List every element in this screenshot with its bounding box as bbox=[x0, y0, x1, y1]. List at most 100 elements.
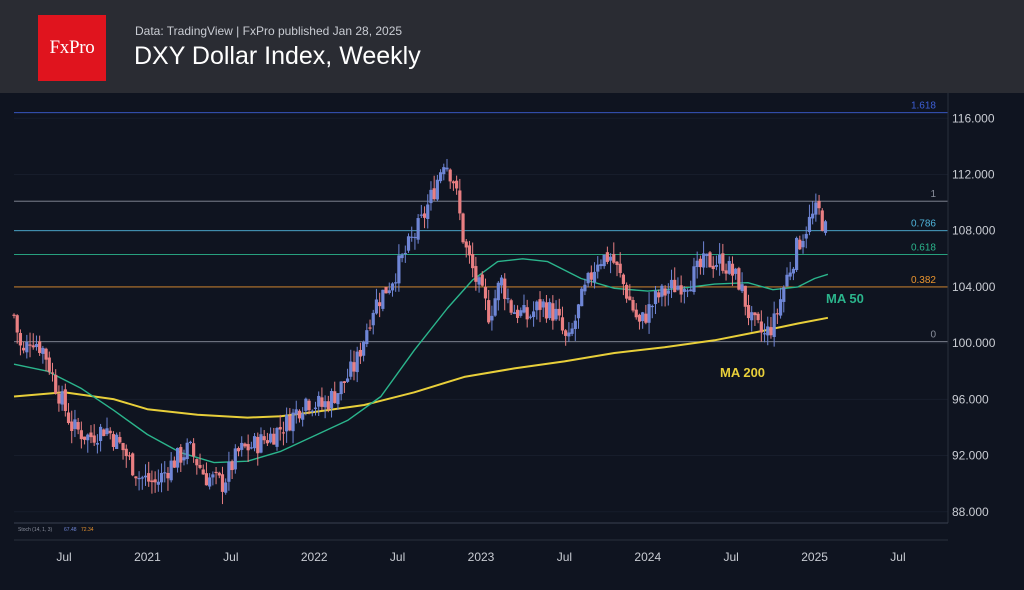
candle bbox=[310, 409, 314, 417]
candle bbox=[570, 322, 574, 337]
candle bbox=[730, 256, 735, 286]
candle bbox=[653, 285, 658, 315]
candle-body bbox=[746, 305, 751, 319]
candle bbox=[262, 430, 266, 445]
candle bbox=[208, 473, 212, 490]
candle-body bbox=[750, 312, 754, 321]
candle-body bbox=[641, 312, 645, 322]
time-tick-label: 2021 bbox=[134, 550, 161, 564]
candle bbox=[265, 432, 269, 447]
candle-body bbox=[724, 270, 728, 274]
candle-body bbox=[596, 264, 600, 272]
candle-body bbox=[666, 290, 670, 294]
candle bbox=[538, 291, 542, 323]
candle-body bbox=[82, 436, 87, 440]
candle bbox=[159, 463, 164, 493]
price-tick-label: 96.000 bbox=[952, 392, 989, 406]
candle-body bbox=[554, 308, 558, 320]
candle bbox=[573, 314, 577, 341]
candle-body bbox=[782, 287, 786, 302]
candle-body bbox=[246, 444, 250, 451]
candle bbox=[734, 267, 738, 280]
candle-body bbox=[551, 303, 555, 321]
candle bbox=[426, 194, 430, 229]
candle-body bbox=[310, 410, 314, 412]
candle bbox=[589, 265, 593, 286]
candle-body bbox=[143, 475, 148, 478]
candle bbox=[92, 424, 96, 447]
candle-body bbox=[105, 428, 109, 435]
candle-body bbox=[281, 432, 286, 434]
candle bbox=[272, 427, 276, 445]
candle bbox=[381, 289, 385, 312]
candle-body bbox=[564, 330, 568, 336]
candle-body bbox=[676, 285, 680, 290]
time-tick-label: 2025 bbox=[801, 550, 828, 564]
candle bbox=[313, 401, 318, 416]
ma50-line bbox=[13, 258, 829, 464]
candle bbox=[483, 278, 488, 311]
candle-body bbox=[589, 272, 593, 280]
candle bbox=[496, 281, 500, 311]
candle-body bbox=[220, 474, 225, 492]
candle-body bbox=[406, 236, 411, 251]
candle-body bbox=[288, 415, 292, 431]
candle bbox=[137, 471, 141, 491]
candle bbox=[791, 266, 796, 281]
candle-body bbox=[371, 312, 375, 326]
candle-body bbox=[416, 218, 420, 240]
candles bbox=[12, 158, 828, 505]
candle bbox=[718, 243, 722, 276]
candle bbox=[528, 314, 532, 320]
candle-body bbox=[378, 302, 382, 307]
candle-body bbox=[307, 400, 311, 411]
candle-body bbox=[368, 327, 372, 329]
candle-body bbox=[275, 427, 279, 447]
candle-body bbox=[214, 471, 218, 474]
candle-body bbox=[297, 410, 302, 419]
candle bbox=[50, 362, 55, 382]
candle bbox=[778, 287, 783, 319]
candle bbox=[532, 301, 536, 327]
price-tick-label: 108.000 bbox=[952, 224, 996, 238]
candle bbox=[326, 395, 330, 413]
candle-body bbox=[432, 188, 436, 200]
candle-body bbox=[15, 315, 19, 333]
candle bbox=[47, 351, 51, 375]
candle-body bbox=[243, 443, 247, 447]
candle bbox=[111, 431, 116, 451]
candle bbox=[615, 261, 619, 277]
candle bbox=[403, 245, 407, 263]
candle bbox=[57, 385, 61, 412]
candle-body bbox=[621, 274, 626, 285]
candle bbox=[451, 180, 456, 191]
candle-body bbox=[608, 256, 613, 261]
price-tick-label: 116.000 bbox=[952, 111, 995, 125]
candle bbox=[737, 266, 741, 291]
candle bbox=[307, 398, 311, 415]
candle bbox=[140, 475, 144, 490]
stoch-value-d: 72.34 bbox=[81, 527, 94, 533]
candle-body bbox=[137, 477, 141, 480]
candle-body bbox=[31, 345, 35, 348]
candle-body bbox=[455, 180, 459, 189]
chart-svg: 116.000 112.000 108.000 104.000 100.000 96.00… bbox=[0, 93, 1024, 585]
fib-label: 0 bbox=[930, 330, 936, 341]
candle-body bbox=[240, 442, 244, 450]
candle bbox=[795, 236, 799, 273]
chart-background bbox=[0, 93, 1024, 585]
candle bbox=[294, 400, 298, 424]
candle bbox=[522, 294, 526, 314]
candle-body bbox=[541, 301, 545, 308]
candle-body bbox=[772, 313, 776, 337]
candle-body bbox=[734, 268, 738, 274]
candle bbox=[641, 311, 645, 329]
candle bbox=[371, 309, 375, 335]
candle-body bbox=[390, 283, 395, 291]
header-bar: FxPro Data: TradingView | FxPro publishe… bbox=[0, 0, 1024, 93]
candle bbox=[400, 253, 404, 263]
candle bbox=[163, 461, 167, 483]
candle bbox=[301, 407, 305, 427]
candle-body bbox=[336, 393, 340, 405]
candle-body bbox=[705, 253, 709, 257]
